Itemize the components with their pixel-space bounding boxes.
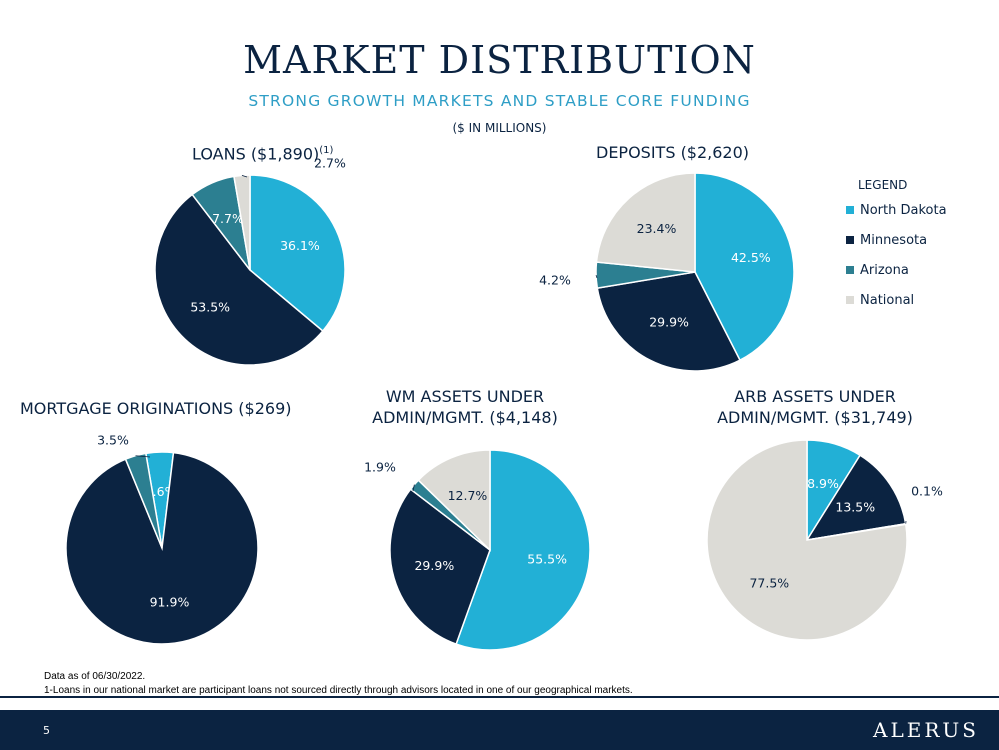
loans-chart-title: LOANS ($1,890)(1): [192, 140, 333, 164]
arb-title-line2: ADMIN/MGMT. ($31,749): [717, 408, 913, 427]
legend: LEGEND North Dakota Minnesota Arizona Na…: [846, 178, 947, 308]
arb-label-arizona: 0.1%: [911, 484, 943, 499]
legend-label-north-dakota: North Dakota: [860, 202, 947, 218]
loans-label-arizona: 7.7%: [212, 211, 244, 226]
mortgage-chart-title: MORTGAGE ORIGINATIONS ($269): [20, 399, 292, 418]
wm-label-arizona: 1.9%: [364, 460, 396, 475]
wm-label-national: 12.7%: [448, 488, 488, 503]
loans-leader-national: [241, 174, 248, 178]
wm-label-north-dakota: 55.5%: [527, 551, 567, 566]
alerus-logo: ALERUS: [873, 718, 979, 742]
arb-title-line1: ARB ASSETS UNDER: [734, 387, 896, 406]
loans-footnote-mark: (1): [319, 145, 334, 156]
legend-item-north-dakota: North Dakota: [846, 202, 947, 218]
deposits-label-minnesota: 29.9%: [649, 315, 689, 330]
wm-chart-title: WM ASSETS UNDER ADMIN/MGMT. ($4,148): [350, 386, 580, 428]
wm-slice-north-dakota: [455, 449, 591, 651]
deposits-label-north-dakota: 42.5%: [731, 250, 771, 265]
page-subtitle: STRONG GROWTH MARKETS AND STABLE CORE FU…: [248, 92, 751, 110]
deposits-leader-arizona: [595, 274, 598, 279]
page-title: MARKET DISTRIBUTION: [243, 38, 756, 82]
wm-title-line1: WM ASSETS UNDER: [385, 387, 545, 406]
wm-label-minnesota: 29.9%: [414, 558, 454, 573]
units-note: ($ IN MILLIONS): [452, 121, 547, 135]
legend-swatch-national: [846, 296, 854, 304]
deposits-label-arizona: 4.2%: [539, 273, 571, 288]
legend-swatch-minnesota: [846, 236, 854, 244]
legend-label-arizona: Arizona: [860, 262, 909, 278]
mortgage-label-minnesota: 91.9%: [150, 595, 190, 610]
legend-item-arizona: Arizona: [846, 262, 947, 278]
legend-label-minnesota: Minnesota: [860, 232, 928, 248]
footer-bar: [0, 710, 999, 750]
deposits-label-national: 23.4%: [637, 221, 677, 236]
arb-label-national: 77.5%: [749, 576, 789, 591]
arb-label-minnesota: 13.5%: [835, 499, 875, 514]
arb-chart-title: ARB ASSETS UNDER ADMIN/MGMT. ($31,749): [700, 386, 930, 428]
legend-swatch-north-dakota: [846, 206, 854, 214]
legend-item-national: National: [846, 292, 947, 308]
legend-title: LEGEND: [858, 178, 908, 192]
loans-slice-north-dakota: [249, 174, 346, 333]
deposits-slice-minnesota: [596, 271, 741, 372]
arb-slice-minnesota: [805, 454, 907, 542]
arb-slice-national: [706, 439, 908, 641]
loans-label-national: 2.7%: [314, 156, 346, 171]
wm-title-line2: ADMIN/MGMT. ($4,148): [372, 408, 558, 427]
footnote-loans: 1-Loans in our national market are parti…: [44, 685, 633, 696]
mortgage-slice-arizona: [124, 452, 163, 549]
footer-divider: [0, 696, 999, 698]
mortgage-label-arizona: 3.5%: [97, 433, 129, 448]
loans-label-north-dakota: 36.1%: [280, 238, 320, 253]
page-number: 5: [43, 724, 50, 737]
footnote-date: Data as of 06/30/2022.: [44, 671, 146, 682]
deposits-chart-title: DEPOSITS ($2,620): [596, 143, 750, 162]
deposits-slice-north-dakota: [694, 172, 795, 362]
legend-item-minnesota: Minnesota: [846, 232, 947, 248]
legend-swatch-arizona: [846, 266, 854, 274]
legend-label-national: National: [860, 292, 915, 308]
deposits-slice-national: [595, 172, 696, 273]
wm-leader-arizona: [412, 484, 415, 492]
mortgage-slice-minnesota: [65, 451, 259, 645]
arb-label-north-dakota: 8.9%: [807, 476, 839, 491]
mortgage-leader-arizona: [135, 455, 151, 458]
wm-slice-national: [417, 449, 491, 552]
loans-slice-minnesota: [154, 193, 324, 366]
wm-slice-minnesota: [389, 488, 491, 646]
loans-label-minnesota: 53.5%: [190, 300, 230, 315]
loans-title-text: LOANS ($1,890): [192, 144, 320, 164]
